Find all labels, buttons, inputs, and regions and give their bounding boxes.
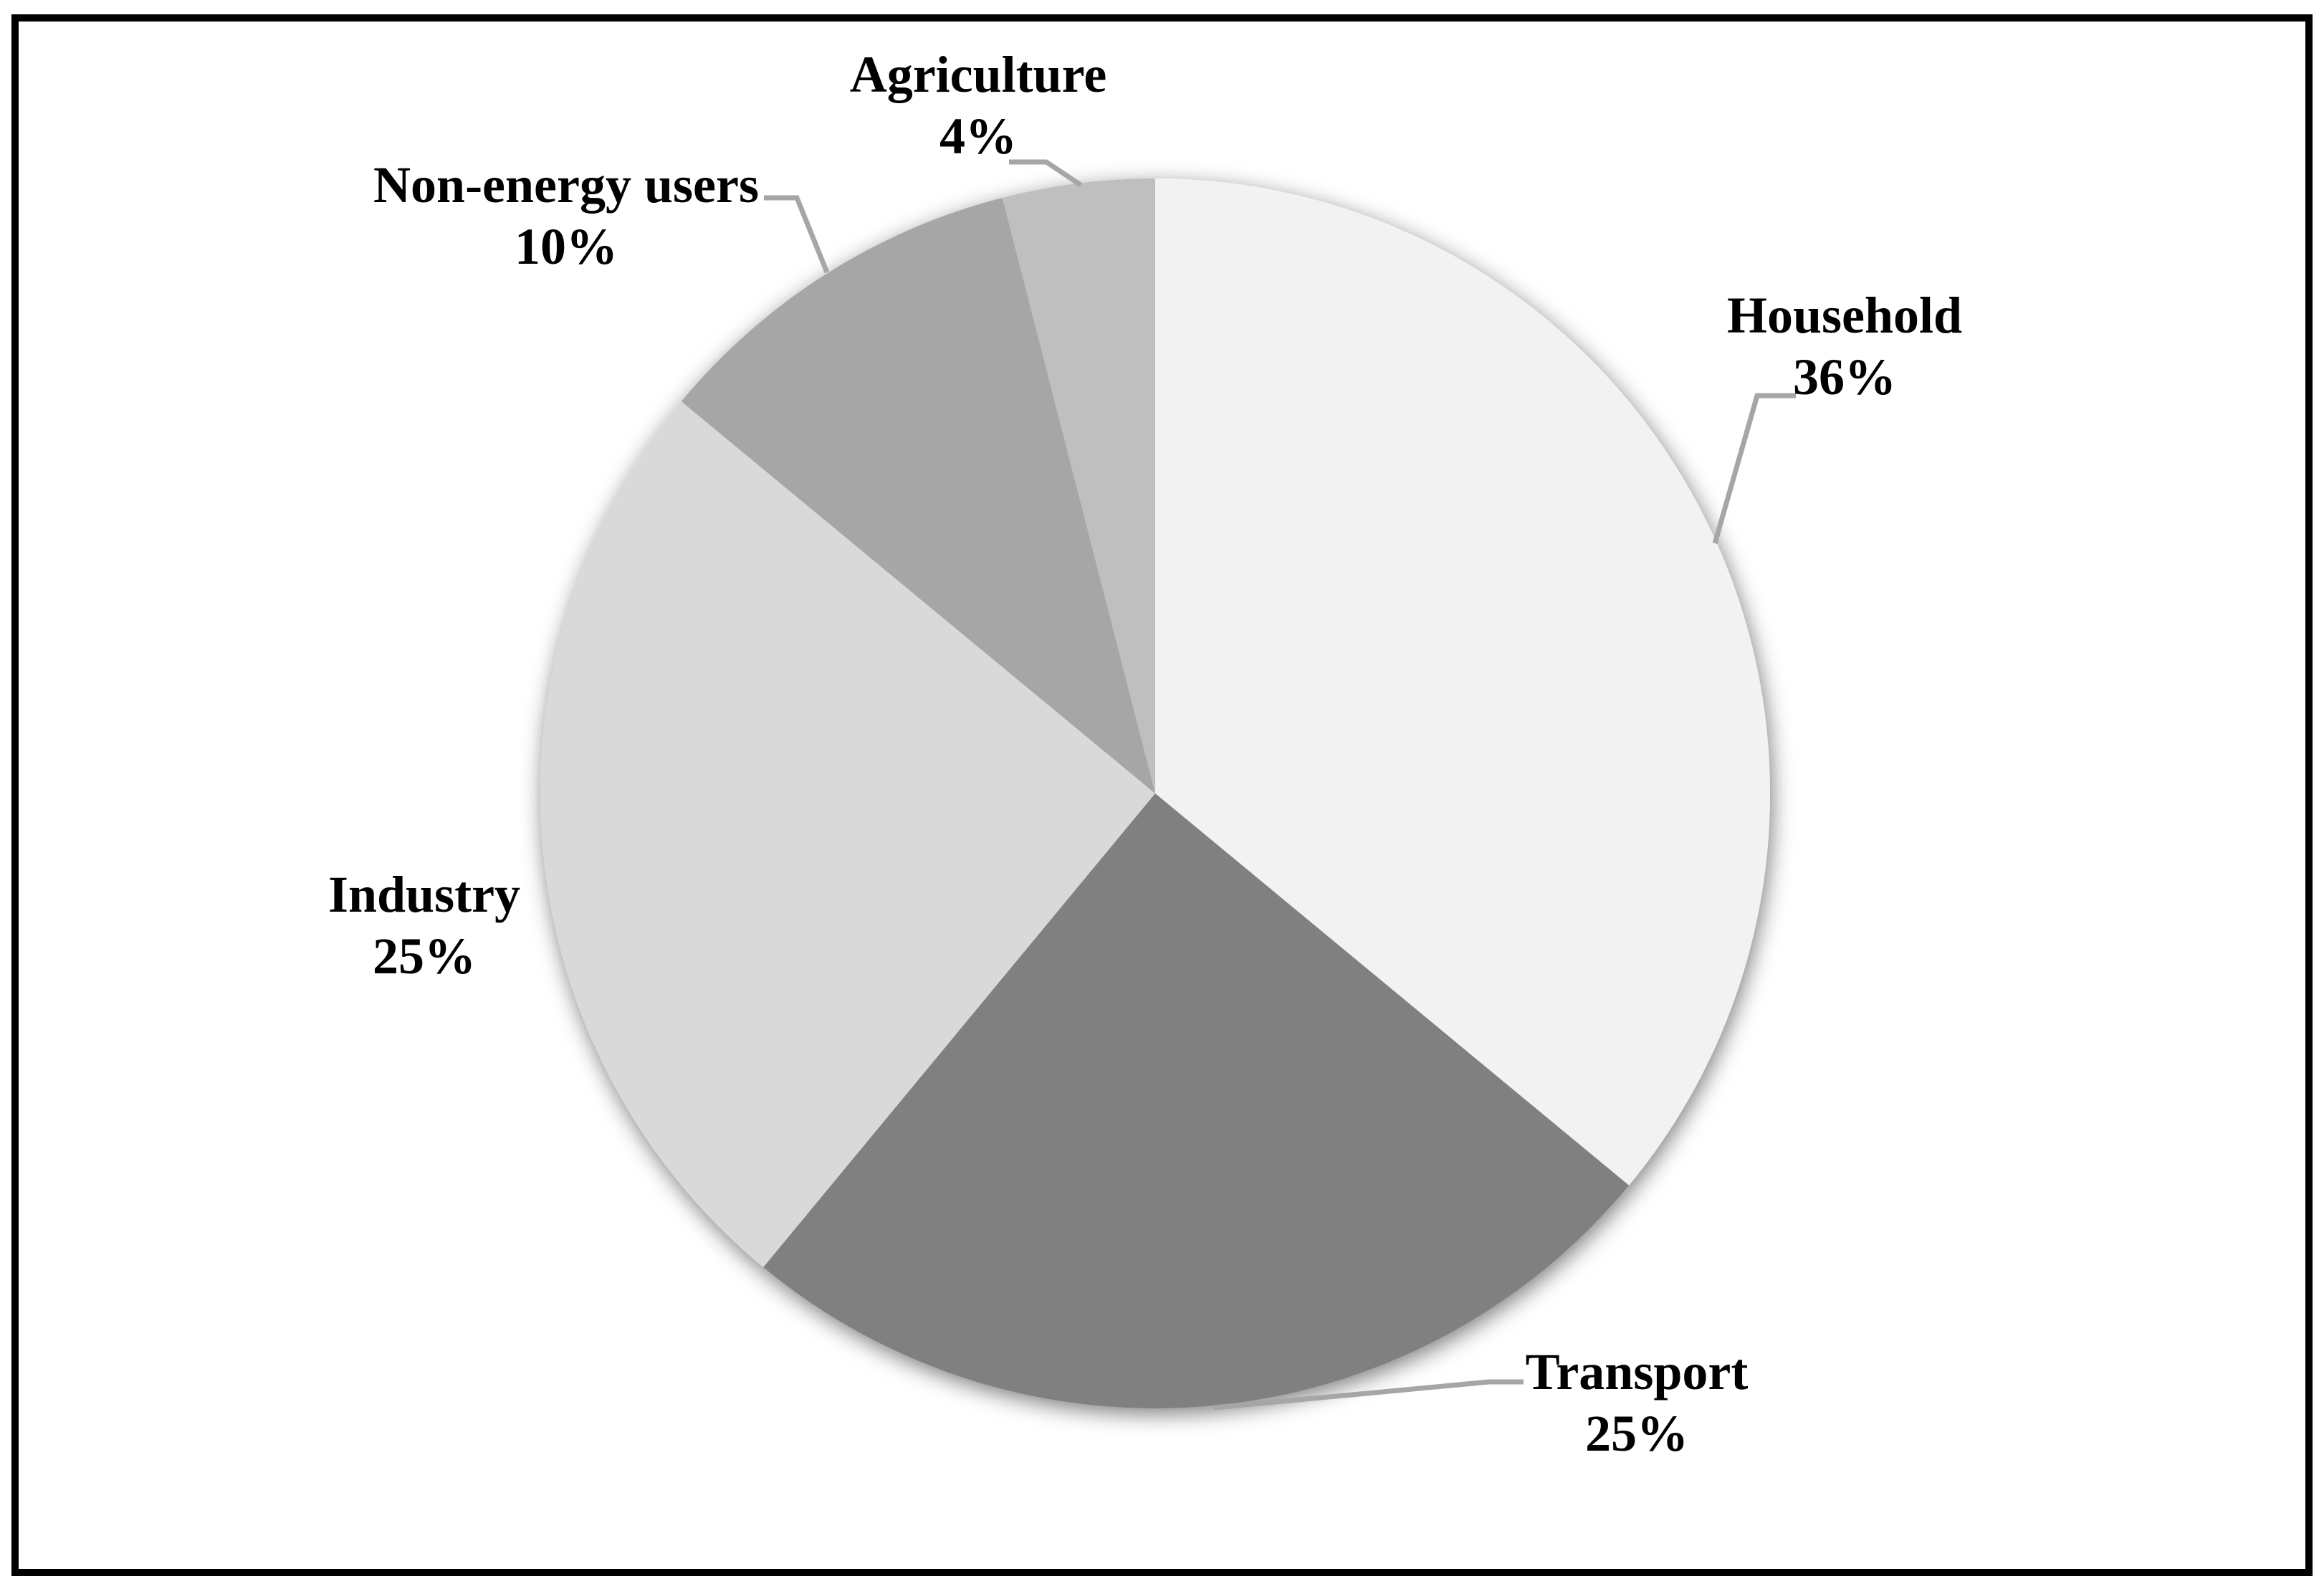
leader-line-agriculture	[1009, 159, 1082, 187]
slice-label-agriculture-name: Agriculture	[849, 46, 1107, 103]
leader-line-household	[1712, 393, 1796, 544]
slice-label-non-energy-users-value: 10%	[515, 218, 618, 275]
slice-label-non-energy-users-name: Non-energy users	[373, 156, 759, 214]
leader-line-non-energy-users	[764, 195, 830, 274]
slice-label-industry-value: 25%	[373, 927, 476, 985]
pie-slice-industry	[540, 401, 1155, 1268]
pie-slice-transport	[763, 793, 1630, 1408]
slice-label-transport: Transport 25%	[1386, 1341, 1888, 1464]
slice-label-household-name: Household	[1726, 287, 1963, 344]
pie-slice-household	[1155, 178, 1770, 1185]
slice-label-industry-name: Industry	[327, 866, 521, 923]
slice-label-industry: Industry 25%	[173, 864, 675, 987]
pie-slice-agriculture	[1002, 178, 1155, 793]
pie-slices-group	[540, 178, 1770, 1408]
slice-label-transport-value: 25%	[1585, 1405, 1688, 1462]
slice-label-transport-name: Transport	[1525, 1343, 1749, 1400]
slice-label-household-value: 36%	[1793, 348, 1896, 406]
slice-label-non-energy-users: Non-energy users 10%	[315, 154, 817, 277]
slice-label-agriculture-value: 4%	[939, 108, 1017, 165]
slice-label-agriculture: Agriculture 4%	[727, 44, 1229, 167]
leader-line-transport	[1213, 1379, 1524, 1411]
slice-label-household: Household 36%	[1594, 285, 2095, 408]
pie-slice-non-energy-users	[681, 198, 1155, 793]
